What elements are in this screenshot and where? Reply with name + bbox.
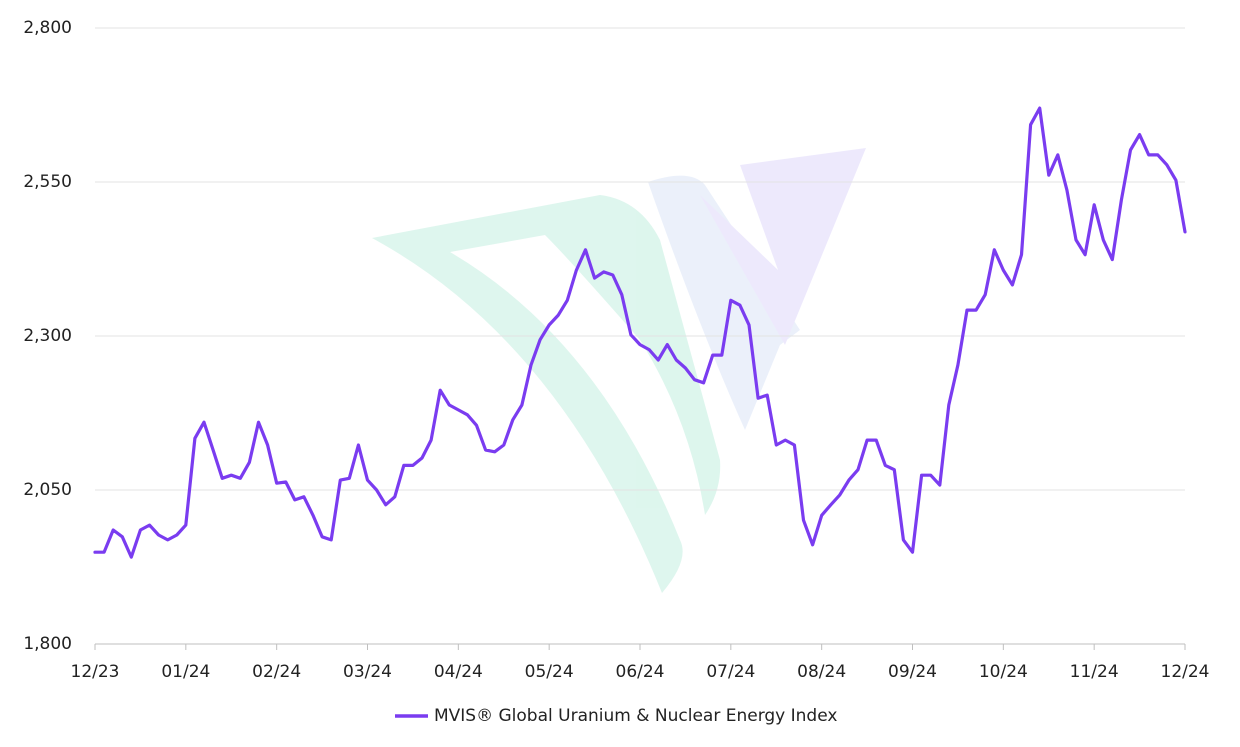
x-tick-label: 05/24 [525,662,574,682]
x-tick-label: 03/24 [343,662,392,682]
watermark-green [372,195,721,593]
series-line [93,106,1187,559]
x-tick-label: 04/24 [434,662,483,682]
x-tick-label: 06/24 [616,662,665,682]
x-tick-label: 01/24 [161,662,210,682]
x-tick-label: 08/24 [797,662,846,682]
x-tick-label: 02/24 [252,662,301,682]
y-tick-label: 2,800 [23,18,72,38]
watermark-blue [648,175,800,430]
x-tick-label: 12/24 [1161,662,1210,682]
y-tick-label: 1,800 [23,634,72,654]
watermark [372,148,866,593]
x-tick-label: 07/24 [706,662,755,682]
y-tick-label: 2,300 [23,326,72,346]
x-tick-label: 10/24 [979,662,1028,682]
x-tick-label: 11/24 [1070,662,1119,682]
legend-item: MVIS® Global Uranium & Nuclear Energy In… [395,706,837,726]
y-tick-label: 2,050 [23,480,72,500]
watermark-violet [700,148,866,345]
x-tick-label: 12/23 [71,662,120,682]
legend-label: MVIS® Global Uranium & Nuclear Energy In… [434,706,837,726]
x-tick-label: 09/24 [888,662,937,682]
y-tick-label: 2,550 [23,172,72,192]
